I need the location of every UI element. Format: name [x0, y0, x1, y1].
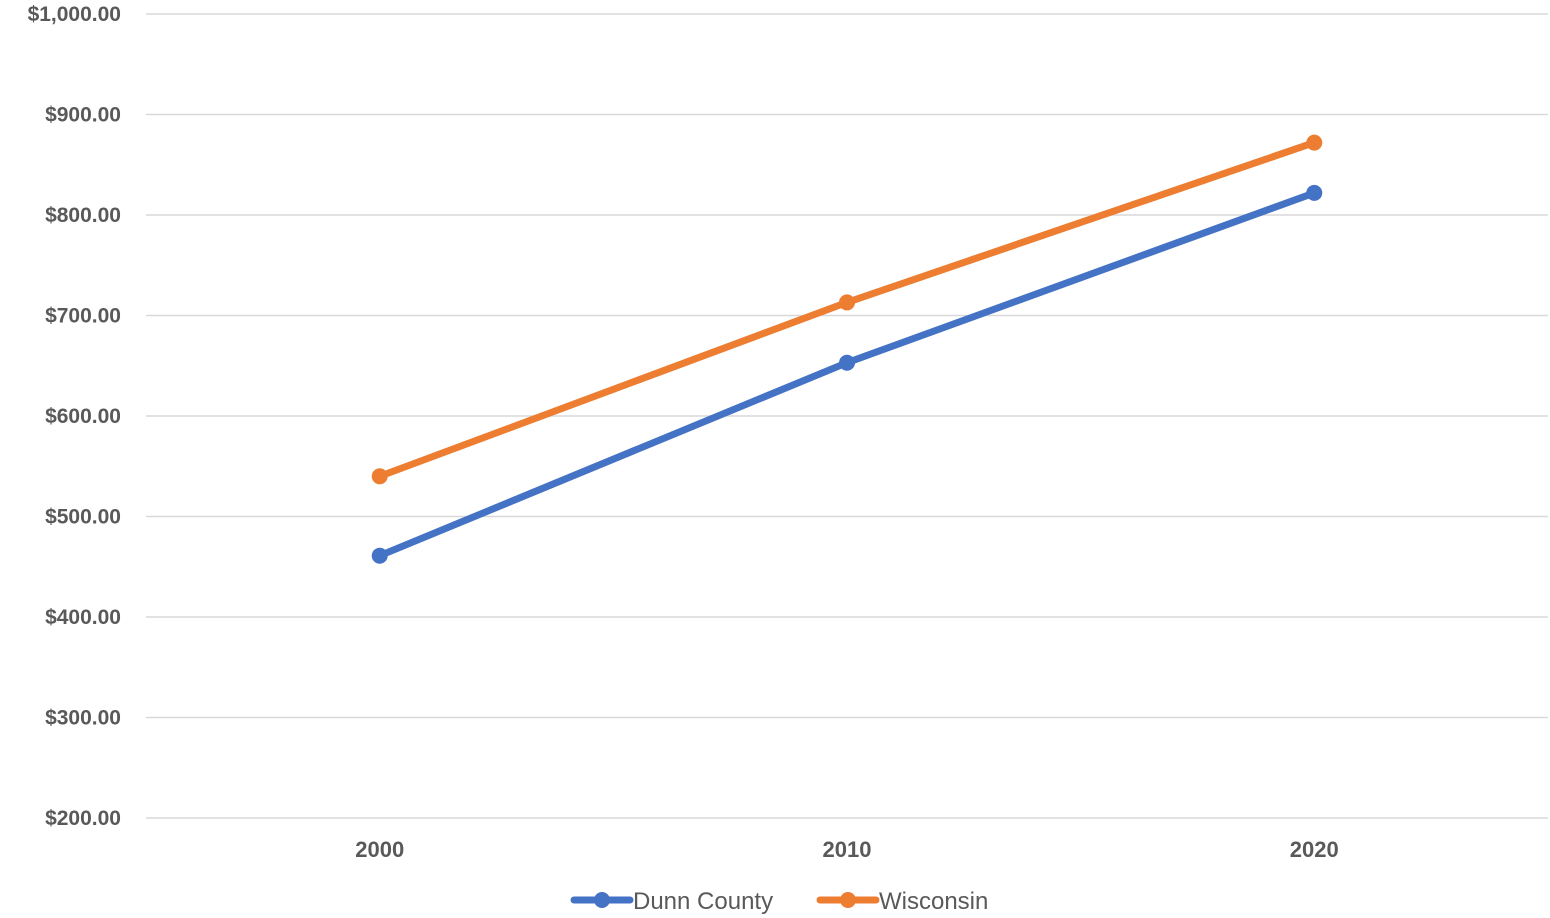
y-tick-label: $800.00: [45, 204, 121, 227]
y-tick-label: $1,000.00: [28, 3, 121, 26]
data-point: [839, 354, 855, 371]
y-axis-tick-labels: $200.00 $300.00 $400.00 $500.00 $600.00 $700.…: [28, 3, 121, 830]
legend-marker: [594, 892, 610, 908]
data-point: [1306, 134, 1323, 151]
data-point: [839, 294, 855, 311]
data-point: [1306, 184, 1323, 201]
x-tick-label: 2000: [355, 837, 404, 862]
x-axis-tick-labels: 2000 2010 2020: [355, 837, 1339, 862]
gridlines: [146, 13, 1548, 819]
y-tick-label: $500.00: [45, 506, 121, 529]
x-tick-label: 2010: [823, 837, 872, 862]
y-tick-label: $400.00: [45, 606, 121, 629]
y-tick-label: $900.00: [45, 104, 121, 127]
y-tick-label: $300.00: [45, 707, 121, 730]
legend-label: Wisconsin: [879, 888, 988, 915]
y-tick-label: $600.00: [45, 405, 121, 428]
legend: Dunn County Wisconsin: [570, 888, 988, 915]
y-tick-label: $700.00: [45, 305, 121, 328]
y-tick-label: $200.00: [45, 807, 121, 830]
legend-marker: [840, 892, 856, 908]
data-point: [371, 547, 388, 564]
series-lines: [371, 134, 1323, 564]
series-line-0: [376, 189, 1318, 560]
data-point: [371, 468, 388, 485]
legend-label: Dunn County: [633, 888, 773, 915]
x-tick-label: 2020: [1290, 837, 1339, 862]
